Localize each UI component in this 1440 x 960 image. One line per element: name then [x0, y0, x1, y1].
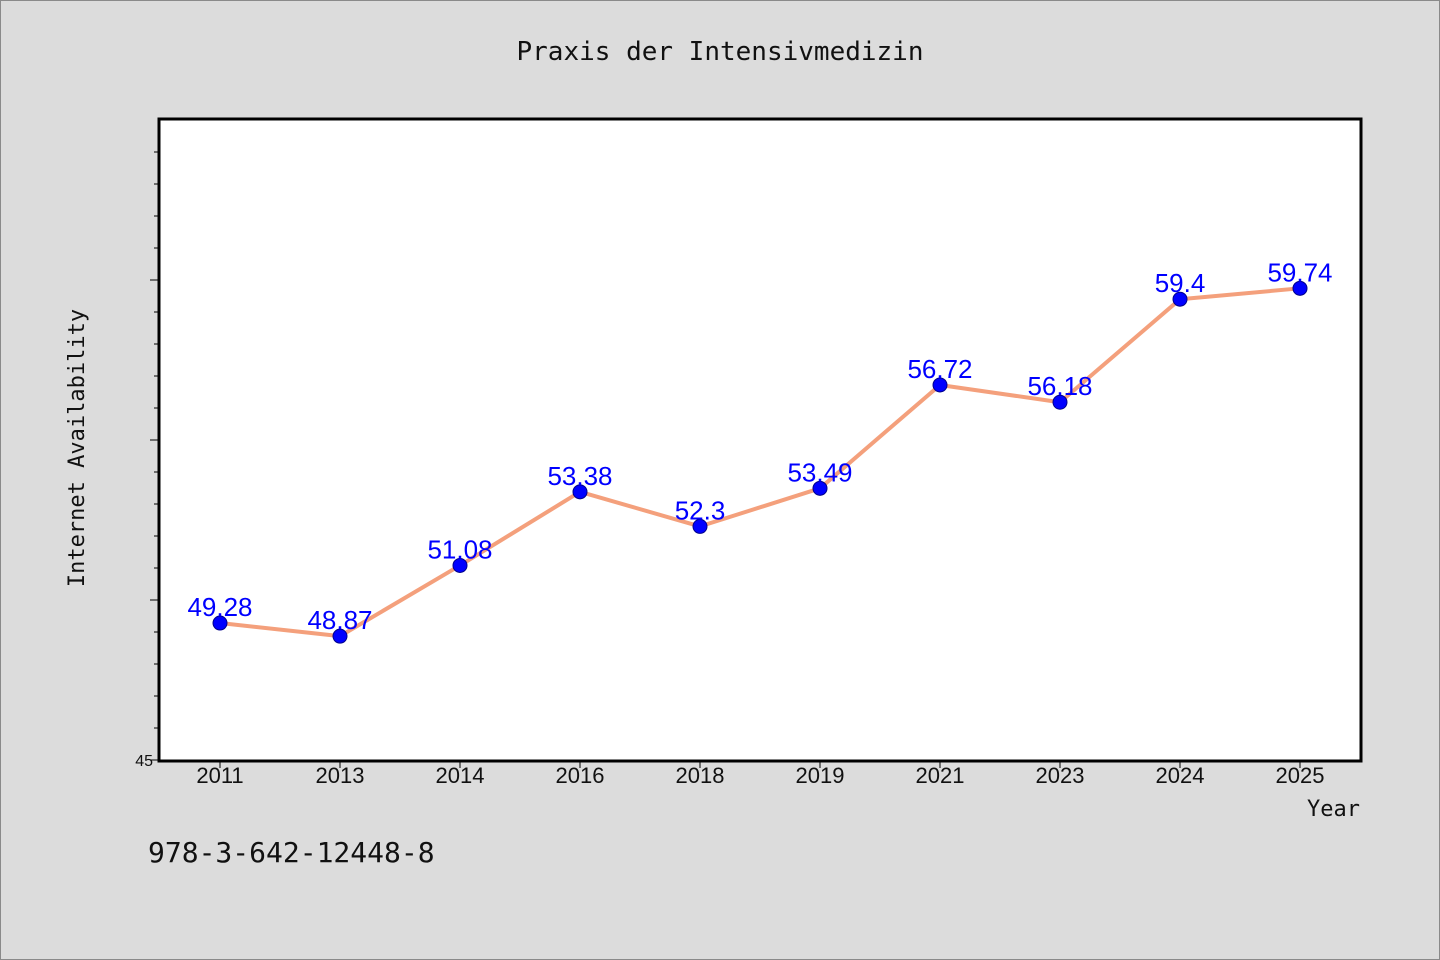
- data-point: [1052, 394, 1068, 410]
- plot-area: [157, 117, 1363, 763]
- x-axis-label: Year: [1307, 797, 1360, 822]
- series-layer: [212, 280, 1308, 644]
- data-point: [1292, 280, 1308, 296]
- x-tick-label: 2013: [316, 763, 365, 788]
- data-label: 52.3: [675, 495, 726, 525]
- x-tick-label: 2016: [556, 763, 605, 788]
- series-line: [219, 286, 1301, 639]
- data-point: [332, 628, 348, 644]
- data-point: [212, 615, 228, 631]
- data-label: 49.28: [187, 592, 252, 622]
- x-tick-label: 2025: [1276, 763, 1325, 788]
- y-axis-ticks: 45: [135, 151, 160, 770]
- data-label: 56.72: [907, 354, 972, 384]
- data-point: [572, 484, 588, 500]
- data-point: [692, 518, 708, 534]
- data-point: [452, 557, 468, 573]
- y-axis-label: Internet Availability: [65, 309, 90, 587]
- isbn-footnote: 978-3-642-12448-8: [148, 836, 435, 869]
- data-label: 53.49: [787, 457, 852, 487]
- data-point: [1172, 291, 1188, 307]
- x-tick-label: 2019: [796, 763, 845, 788]
- data-point: [812, 480, 828, 496]
- data-label: 53.38: [547, 461, 612, 491]
- data-label: 56.18: [1027, 371, 1092, 401]
- data-label-layer: 49.28 48.87 51.08 53.38 52.3 53.49 56.72 56.18 5…: [187, 257, 1332, 635]
- x-tick-label: 2023: [1036, 763, 1085, 788]
- x-tick-label: 2024: [1156, 763, 1205, 788]
- x-axis-ticks: 2011 2013 2014 2016 2018 2019 2021 2023 2024 2025: [196, 760, 1324, 788]
- data-label: 51.08: [427, 534, 492, 564]
- data-point: [932, 377, 948, 393]
- x-tick-label: 2014: [436, 763, 485, 788]
- x-tick-label: 2021: [916, 763, 965, 788]
- data-label: 48.87: [307, 605, 372, 635]
- x-tick-label: 2011: [196, 763, 243, 788]
- y-tick-label: 45: [135, 753, 153, 770]
- chart-title: Praxis der Intensivmedizin: [517, 37, 924, 67]
- x-tick-label: 2018: [676, 763, 725, 788]
- data-label: 59.74: [1267, 257, 1332, 287]
- data-label: 59.4: [1155, 268, 1206, 298]
